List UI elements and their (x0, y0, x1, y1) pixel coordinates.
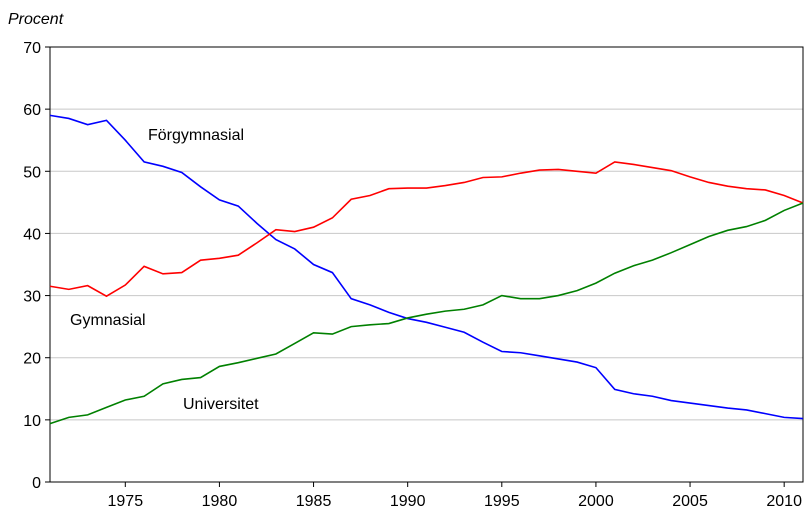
series-line (49, 202, 804, 425)
y-tick-label: 70 (23, 40, 41, 57)
series-line (49, 161, 804, 298)
x-tick-label: 1995 (484, 493, 520, 510)
x-tick-label: 1975 (108, 493, 144, 510)
series-label: Universitet (183, 396, 259, 413)
x-tick-label: 1980 (202, 493, 238, 510)
x-tick-label: 2005 (672, 493, 708, 510)
series-label: Förgymnasial (148, 127, 244, 144)
y-axis-label: Procent (8, 11, 64, 28)
y-tick-label: 20 (23, 351, 41, 368)
y-tick-label: 60 (23, 102, 41, 119)
x-tick-label: 2000 (578, 493, 614, 510)
x-tick-label: 1985 (296, 493, 332, 510)
x-tick-label: 1990 (390, 493, 426, 510)
x-tick-label: 2010 (766, 493, 802, 510)
plot-frame (49, 46, 804, 483)
y-tick-label: 0 (32, 475, 41, 492)
y-tick-label: 30 (23, 289, 41, 306)
y-tick-label: 50 (23, 164, 41, 181)
series-line (49, 114, 804, 420)
y-tick-label: 40 (23, 226, 41, 243)
series-label: Gymnasial (70, 312, 146, 329)
y-tick-label: 10 (23, 413, 41, 430)
